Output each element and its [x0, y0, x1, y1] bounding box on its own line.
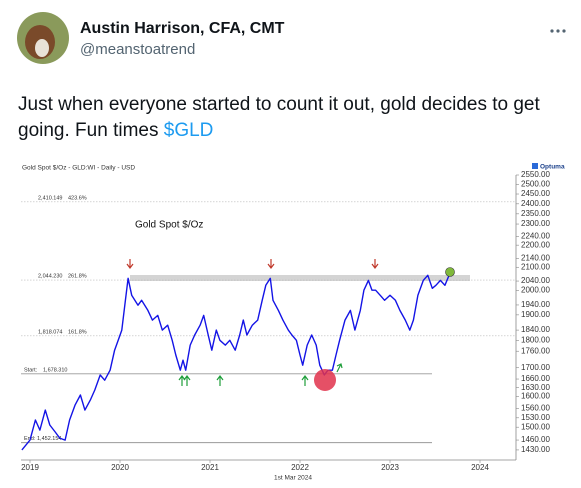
chart-frame: [18, 160, 563, 488]
author-handle[interactable]: @meanstoatrend: [80, 41, 196, 58]
x-tick-label: 2022: [291, 463, 309, 472]
y-tick-label: 1760.00: [521, 346, 550, 355]
brand-icon: [532, 163, 538, 169]
y-tick-label: 2350.00: [521, 209, 550, 218]
resistance-band: [130, 275, 470, 281]
y-tick-label: 2000.00: [521, 286, 550, 295]
y-tick-label: 1630.00: [521, 383, 550, 392]
level-pct: 261.8%: [68, 274, 87, 280]
y-tick-label: 2500.00: [521, 180, 550, 189]
chart-title: Gold Spot $/Oz: [135, 220, 203, 231]
author-name[interactable]: Austin Harrison, CFA, CMT: [80, 20, 285, 37]
level-name: Start:: [24, 367, 38, 373]
y-tick-label: 1700.00: [521, 363, 550, 372]
y-tick-label: 1460.00: [521, 435, 550, 444]
y-tick-label: 1560.00: [521, 404, 550, 413]
level-label: 1,678.310: [43, 367, 67, 373]
y-tick-label: 1900.00: [521, 310, 550, 319]
chart-header: Gold Spot $/Oz - GLD:WI - Daily - USD: [22, 165, 135, 172]
level-label: 1,818.074: [38, 329, 62, 335]
y-tick-label: 1500.00: [521, 422, 550, 431]
y-tick-label: 2240.00: [521, 232, 550, 241]
y-tick-label: 1940.00: [521, 300, 550, 309]
level-label: 1,452.154: [37, 436, 61, 442]
tweet-text: Just when everyone started to count it o…: [18, 92, 574, 144]
x-tick-label: 2019: [21, 463, 39, 472]
level-pct: 423.6%: [68, 195, 87, 201]
y-tick-label: 1660.00: [521, 374, 550, 383]
brand: Optuma: [540, 164, 565, 171]
more-icon[interactable]: [550, 29, 566, 33]
cashtag[interactable]: $GLD: [163, 120, 214, 141]
y-tick-label: 2140.00: [521, 253, 550, 262]
price-line: [21, 272, 451, 451]
level-label: 2,044.230: [38, 274, 62, 280]
y-tick-label: 2300.00: [521, 219, 550, 228]
x-tick-label: 2023: [381, 463, 399, 472]
y-tick-label: 1430.00: [521, 445, 550, 454]
tweet-body: Just when everyone started to count it o…: [18, 94, 540, 141]
annotations: [126, 259, 455, 391]
x-tick-label: 2020: [111, 463, 129, 472]
y-tick-label: 2400.00: [521, 199, 550, 208]
y-tick-label: 2550.00: [521, 170, 550, 179]
x-tick-label: 2024: [471, 463, 489, 472]
y-tick-label: 2100.00: [521, 262, 550, 271]
y-tick-label: 2040.00: [521, 276, 550, 285]
y-tick-label: 2200.00: [521, 240, 550, 249]
y-tick-label: 2450.00: [521, 189, 550, 198]
y-tick-label: 1600.00: [521, 392, 550, 401]
level-label: 2,410.149: [38, 195, 62, 201]
level-pct: 161.8%: [68, 329, 87, 335]
date-label: 1st Mar 2024: [274, 475, 312, 482]
avatar-dog-face: [35, 39, 49, 57]
x-tick-label: 2021: [201, 463, 219, 472]
y-tick-label: 1840.00: [521, 325, 550, 334]
y-tick-label: 1530.00: [521, 413, 550, 422]
y-tick-label: 1800.00: [521, 336, 550, 345]
